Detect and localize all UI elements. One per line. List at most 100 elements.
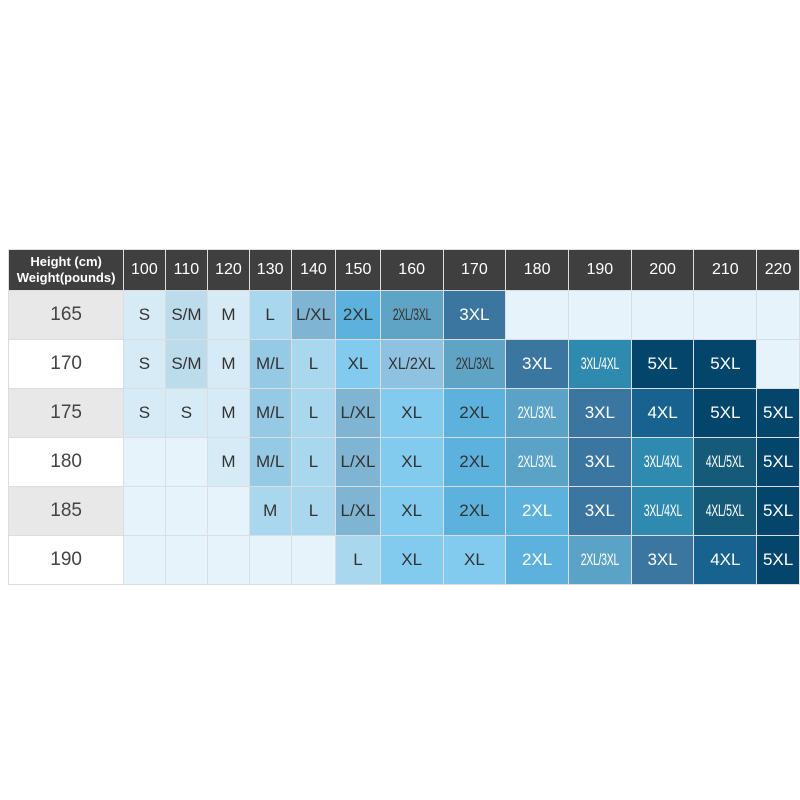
size-label: XL	[401, 452, 423, 471]
empty-cell	[123, 486, 166, 536]
size-label: L	[308, 501, 319, 520]
column-header-150: 150	[335, 249, 381, 291]
size-cell: 5XL	[630, 339, 695, 389]
size-cell: 3XL	[630, 535, 695, 585]
size-cell: 2XL/3XL	[379, 290, 444, 340]
table-row: 165 S S/M M L L/XL 2XL 2XL/3XL 3XL	[7, 290, 800, 340]
size-label: 2XL	[459, 501, 490, 520]
size-label: 2XL/3XL	[392, 305, 432, 324]
size-cell: S/M	[164, 339, 209, 389]
size-cell: 2XL	[442, 486, 507, 536]
size-label: M/L	[255, 452, 285, 471]
size-cell: XL	[442, 535, 507, 585]
size-cell: 2XL/3XL	[505, 437, 569, 487]
corner-header: Height (cm) Weight(pounds)	[7, 249, 125, 291]
size-label: 3XL	[584, 452, 615, 471]
size-label: 5XL	[762, 550, 794, 569]
column-header-160: 160	[379, 249, 444, 291]
size-label: 3XL	[584, 501, 615, 520]
size-label: L/XL	[340, 452, 376, 471]
empty-cell	[207, 535, 250, 585]
corner-weight-label: Weight(pounds)	[16, 270, 116, 285]
size-label: 3XL/4XL	[643, 501, 682, 520]
size-cell: M	[207, 388, 250, 438]
size-cell: M/L	[248, 339, 292, 389]
size-cell: L/XL	[335, 437, 381, 487]
size-label: 5XL	[710, 354, 741, 373]
size-cell: 5XL	[693, 339, 758, 389]
size-label: 5XL	[762, 403, 794, 422]
empty-cell	[567, 290, 632, 340]
size-cell: 4XL/5XL	[693, 486, 758, 536]
header-row: Height (cm) Weight(pounds) 100 110 120 130 1…	[7, 249, 800, 291]
row-header-height: 180	[7, 437, 125, 487]
size-cell: 2XL/3XL	[567, 535, 632, 585]
table-row: 180 M M/L L L/XL XL 2XL 2XL/3XL 3XL 3XL/4XL 4XL/5X…	[7, 437, 800, 487]
table-row: 170 S S/M M M/L L XL XL/2XL 2XL/3XL 3XL 3XL/4XL 5XL…	[7, 339, 800, 389]
empty-cell	[693, 290, 758, 340]
size-label: 4XL/5XL	[706, 501, 745, 520]
empty-cell	[123, 535, 166, 585]
row-header-height: 185	[7, 486, 125, 536]
size-label: M	[263, 501, 278, 520]
table-row: 185 M L L/XL XL 2XL 2XL 3XL 3XL/4XL 4XL/5XL 5XL	[7, 486, 800, 536]
size-label: L	[308, 403, 319, 422]
size-label: S	[138, 403, 151, 422]
size-cell: L/XL	[290, 290, 337, 340]
size-cell: S/M	[164, 290, 209, 340]
column-header-180: 180	[505, 249, 569, 291]
size-label: 3XL	[584, 403, 615, 422]
column-header-100: 100	[123, 249, 166, 291]
column-header-110: 110	[164, 249, 209, 291]
column-header-210: 210	[693, 249, 758, 291]
size-label: M	[221, 452, 236, 471]
size-label: XL	[347, 354, 369, 373]
size-cell: 2XL	[442, 437, 507, 487]
size-cell: 2XL	[335, 290, 381, 340]
empty-cell	[290, 535, 337, 585]
size-label: 4XL	[710, 550, 741, 569]
size-cell: 4XL	[630, 388, 695, 438]
size-cell: M	[207, 290, 250, 340]
size-cell: M/L	[248, 388, 292, 438]
empty-cell	[164, 486, 209, 536]
size-cell: XL	[379, 388, 444, 438]
size-label: S/M	[171, 305, 202, 324]
size-cell: 2XL/3XL	[442, 339, 507, 389]
size-label: 5XL	[762, 452, 794, 471]
size-label: S	[138, 305, 151, 324]
size-cell: M	[207, 339, 250, 389]
size-label: XL	[401, 501, 423, 520]
size-label: M	[221, 354, 236, 373]
size-label: 3XL	[459, 305, 490, 324]
row-header-height: 175	[7, 388, 125, 438]
size-cell: 2XL/3XL	[505, 388, 569, 438]
size-cell: L	[290, 437, 337, 487]
size-cell: XL/2XL	[379, 339, 444, 389]
size-cell: S	[123, 388, 166, 438]
size-cell: 3XL	[567, 486, 632, 536]
empty-cell	[207, 486, 250, 536]
size-label: S	[138, 354, 151, 373]
empty-cell	[630, 290, 695, 340]
size-cell: 2XL	[505, 535, 569, 585]
size-cell: L	[248, 290, 292, 340]
size-cell: 4XL/5XL	[693, 437, 758, 487]
size-cell: M/L	[248, 437, 292, 487]
size-cell: L	[290, 339, 337, 389]
size-cell: L/XL	[335, 388, 381, 438]
size-cell: M	[248, 486, 292, 536]
column-header-140: 140	[290, 249, 337, 291]
size-label: L	[353, 550, 363, 569]
size-label: L/XL	[340, 403, 376, 422]
size-label: 2XL	[342, 305, 374, 324]
size-label: 3XL	[647, 550, 678, 569]
size-label: L	[308, 354, 319, 373]
size-label: M/L	[255, 354, 285, 373]
size-label: M/L	[255, 403, 285, 422]
size-label: XL	[463, 550, 485, 569]
size-cell: 3XL	[567, 437, 632, 487]
size-cell: L/XL	[335, 486, 381, 536]
column-header-130: 130	[248, 249, 292, 291]
size-label: 3XL	[521, 354, 553, 373]
